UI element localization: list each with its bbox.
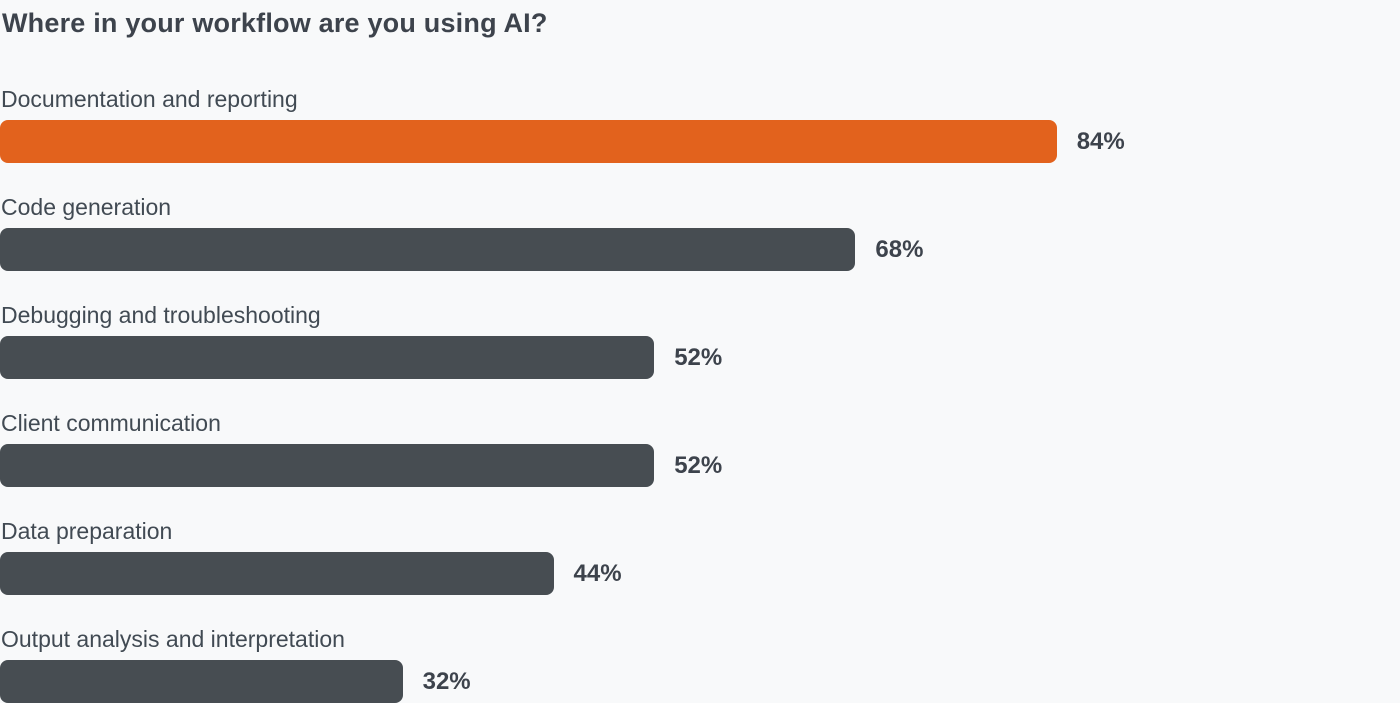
- bar-value: 52%: [674, 451, 723, 479]
- bar-label: Debugging and troubleshooting: [1, 302, 321, 328]
- bar-row: Debugging and troubleshooting 52%: [0, 300, 1400, 379]
- bar-label: Output analysis and interpretation: [1, 626, 345, 652]
- bar-value: 68%: [875, 235, 924, 263]
- bar-row: Client communication 52%: [0, 408, 1400, 487]
- bar-line: 32%: [0, 660, 1400, 703]
- bar-line: 52%: [0, 336, 1400, 379]
- bar-line: 84%: [0, 120, 1400, 163]
- bar-value: 52%: [674, 343, 723, 371]
- bar: [0, 552, 554, 595]
- bar: [0, 444, 655, 487]
- bar: [0, 228, 856, 271]
- bar-value: 84%: [1076, 127, 1125, 155]
- bar-value: 44%: [573, 559, 622, 587]
- bar-row: Output analysis and interpretation 32%: [0, 624, 1400, 703]
- bar-line: 44%: [0, 552, 1400, 595]
- chart-title: Where in your workflow are you using AI?: [2, 8, 548, 38]
- bar-label: Client communication: [1, 410, 221, 436]
- bar-row: Data preparation 44%: [0, 516, 1400, 595]
- bar-row: Documentation and reporting 84%: [0, 84, 1400, 163]
- bar-label: Documentation and reporting: [1, 86, 298, 112]
- bar: [0, 660, 403, 703]
- bar-rows: Documentation and reporting 84% Code gener…: [0, 84, 1400, 703]
- bar-label: Data preparation: [1, 518, 173, 544]
- bar-line: 68%: [0, 228, 1400, 271]
- bar-row: Code generation 68%: [0, 192, 1400, 271]
- bar-value: 32%: [422, 667, 471, 695]
- bar: [0, 120, 1057, 163]
- bar-label: Code generation: [1, 194, 172, 220]
- bar-line: 52%: [0, 444, 1400, 487]
- bar: [0, 336, 655, 379]
